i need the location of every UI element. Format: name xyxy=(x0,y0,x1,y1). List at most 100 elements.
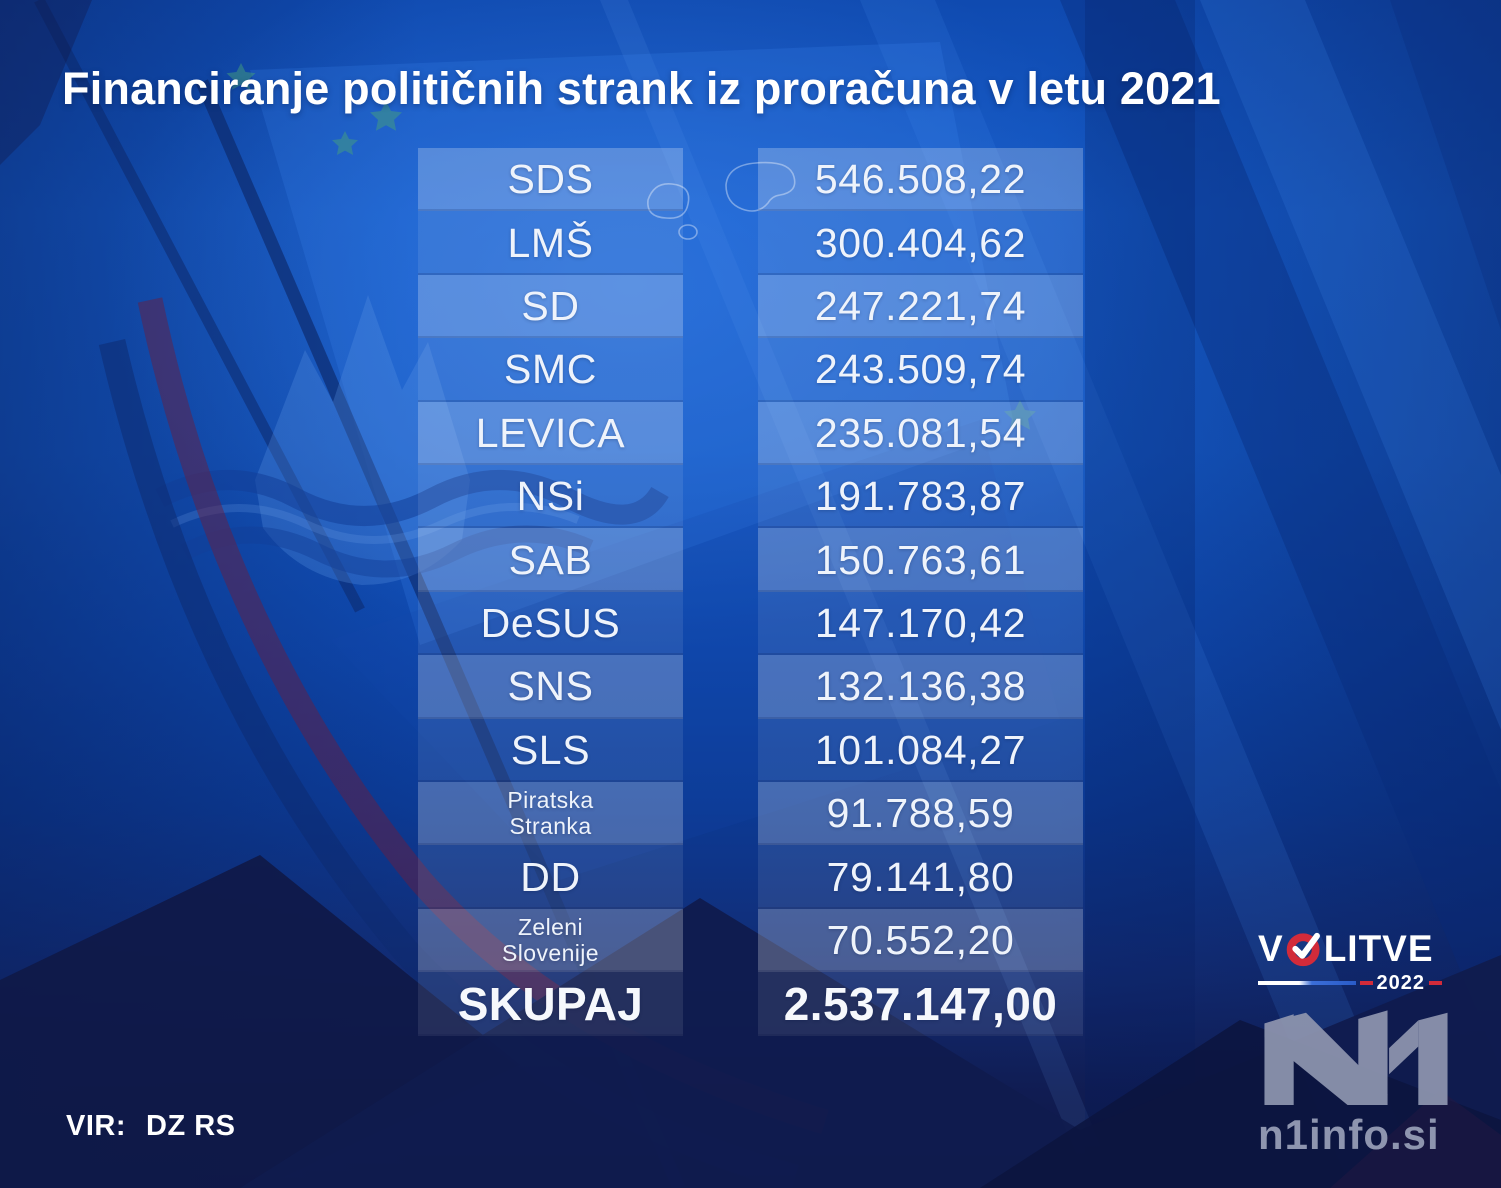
amount-cell: 150.763,61 xyxy=(758,528,1083,592)
table-row: LMŠ 300.404,62 xyxy=(418,211,1083,275)
volitve-prefix: V xyxy=(1258,927,1284,969)
volitve-logo: V LITVE xyxy=(1258,929,1458,967)
amount-cell: 147.170,42 xyxy=(758,591,1083,656)
amount-value: 300.404,62 xyxy=(814,219,1027,266)
amount-value: 243.509,74 xyxy=(814,346,1027,393)
party-name-cell: NSi xyxy=(418,465,683,529)
party-name: SLS xyxy=(510,726,591,773)
party-name: SD xyxy=(521,283,580,330)
amount-cell: 2.537.147,00 xyxy=(758,972,1083,1036)
amount-cell: 79.141,80 xyxy=(758,845,1083,909)
table-row: SKUPAJ 2.537.147,00 xyxy=(418,972,1083,1036)
party-name-cell: SAB xyxy=(418,528,683,592)
party-name: LMŠ xyxy=(507,219,594,266)
party-name: SMC xyxy=(504,346,597,393)
amount-cell: 235.081,54 xyxy=(758,401,1083,466)
amount-value: 91.788,59 xyxy=(826,790,1015,837)
table-row: SMC 243.509,74 xyxy=(418,338,1083,402)
party-name-cell: Piratska Stranka xyxy=(418,782,683,846)
divider-dash xyxy=(1429,981,1442,985)
column-gap xyxy=(683,528,758,591)
table-row: SAB 150.763,61 xyxy=(418,528,1083,592)
amount-cell: 132.136,38 xyxy=(758,655,1083,719)
amount-value: 147.170,42 xyxy=(814,600,1027,647)
amount-value: 132.136,38 xyxy=(814,663,1027,710)
volitve-divider: 2022 xyxy=(1258,973,1446,993)
column-gap xyxy=(683,275,758,338)
amount-cell: 91.788,59 xyxy=(758,782,1083,846)
party-name-cell: DeSUS xyxy=(418,591,683,656)
amount-value: 235.081,54 xyxy=(814,409,1027,456)
amount-cell: 546.508,22 xyxy=(758,148,1083,212)
table-row: LEVICA 235.081,54 xyxy=(418,401,1083,466)
table-row: SDS 546.508,22 xyxy=(418,148,1083,212)
party-name: SNS xyxy=(507,663,594,710)
party-name: Stranka xyxy=(509,812,592,839)
party-name-cell: SDS xyxy=(418,148,683,212)
column-gap xyxy=(683,148,758,211)
divider-dash xyxy=(1359,981,1373,985)
amount-cell: 101.084,27 xyxy=(758,718,1083,783)
party-name: SKUPAJ xyxy=(457,977,644,1030)
party-name: SAB xyxy=(508,536,593,583)
divider-line xyxy=(1258,981,1356,985)
party-name: Piratska xyxy=(507,787,594,814)
column-gap xyxy=(683,465,758,528)
column-gap xyxy=(683,782,758,845)
amount-value: 2.537.147,00 xyxy=(783,977,1058,1030)
checkmark-circle-icon xyxy=(1286,932,1320,967)
source-value: DZ RS xyxy=(146,1110,236,1142)
party-name: Slovenije xyxy=(502,939,599,966)
table-row: NSi 191.783,87 xyxy=(418,465,1083,529)
n1-logo xyxy=(1264,1010,1448,1105)
column-gap xyxy=(683,845,758,908)
table-row: DeSUS 147.170,42 xyxy=(418,591,1083,656)
column-gap xyxy=(683,592,758,655)
amount-value: 150.763,61 xyxy=(814,536,1027,583)
party-name-cell: SMC xyxy=(418,338,683,402)
amount-value: 70.552,20 xyxy=(826,917,1015,964)
amount-value: 79.141,80 xyxy=(826,853,1015,900)
party-name: LEVICA xyxy=(475,409,626,456)
party-name-cell: LEVICA xyxy=(418,401,683,466)
brand-block: V LITVE 2022 n1info.si xyxy=(1258,929,1458,1159)
table-row: SNS 132.136,38 xyxy=(418,655,1083,719)
volitve-year: 2022 xyxy=(1376,972,1425,994)
amount-value: 247.221,74 xyxy=(814,283,1027,330)
column-gap xyxy=(683,338,758,401)
party-name-cell: Zeleni Slovenije xyxy=(418,908,683,973)
table-row: DD 79.141,80 xyxy=(418,845,1083,909)
column-gap xyxy=(683,211,758,274)
table-row: SLS 101.084,27 xyxy=(418,718,1083,783)
amount-value: 546.508,22 xyxy=(814,156,1027,203)
page-title: Financiranje političnih strank iz prorač… xyxy=(62,63,1221,114)
table-row: SD 247.221,74 xyxy=(418,274,1083,339)
site-url: n1info.si xyxy=(1258,1111,1440,1158)
amount-cell: 243.509,74 xyxy=(758,338,1083,402)
column-gap xyxy=(683,909,758,972)
column-gap xyxy=(683,972,758,1035)
column-gap xyxy=(683,402,758,465)
amount-value: 191.783,87 xyxy=(814,473,1027,520)
amount-cell: 300.404,62 xyxy=(758,211,1083,275)
amount-cell: 191.783,87 xyxy=(758,465,1083,529)
amount-cell: 70.552,20 xyxy=(758,908,1083,973)
amount-value: 101.084,27 xyxy=(814,726,1027,773)
amount-cell: 247.221,74 xyxy=(758,274,1083,339)
party-name: SDS xyxy=(507,156,594,203)
table-row: Zeleni Slovenije 70.552,20 xyxy=(418,908,1083,973)
party-name: NSi xyxy=(516,473,585,520)
party-name: DD xyxy=(520,853,581,900)
party-name-cell: SNS xyxy=(418,655,683,719)
column-gap xyxy=(683,655,758,718)
volitve-suffix: LITVE xyxy=(1323,927,1434,969)
party-name-cell: SLS xyxy=(418,718,683,783)
party-name: Zeleni xyxy=(517,914,584,941)
party-name: DeSUS xyxy=(480,600,621,647)
column-gap xyxy=(683,719,758,782)
source-label: VIR: xyxy=(66,1110,126,1142)
party-name-cell: SD xyxy=(418,274,683,339)
party-name-cell: DD xyxy=(418,845,683,909)
source-line: VIR: DZ RS xyxy=(66,1110,236,1143)
